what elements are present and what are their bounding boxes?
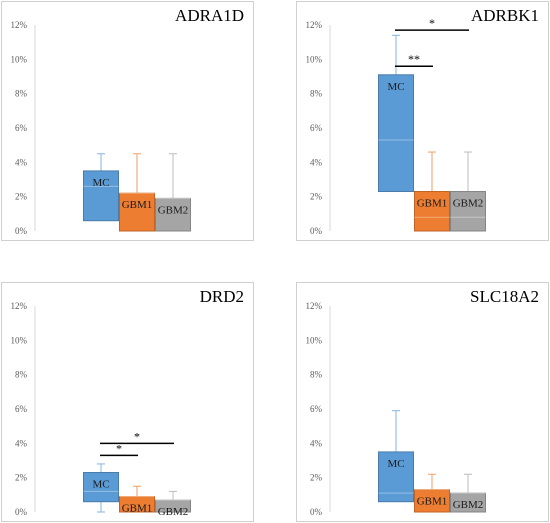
chart-title: ADRBK1 [471, 6, 539, 25]
chart-title: SLC18A2 [470, 287, 539, 306]
y-tick-label: 12% [11, 301, 28, 311]
y-tick-label: 8% [15, 370, 28, 380]
y-tick-label: 10% [306, 54, 323, 64]
box-label: GBM1 [122, 199, 153, 211]
box-label: GBM1 [122, 503, 153, 515]
box-gbm1 [414, 191, 450, 232]
y-tick-label: 6% [310, 404, 323, 414]
y-tick-label: 10% [306, 335, 323, 345]
y-tick-label: 6% [15, 404, 28, 414]
y-tick-label: 2% [15, 192, 28, 202]
box-gbm2 [450, 191, 486, 232]
box-mc [83, 170, 119, 222]
y-tick-label: 10% [11, 54, 28, 64]
box-label: MC [387, 81, 404, 93]
y-tick-label: 2% [310, 192, 323, 202]
y-tick-label: 4% [310, 438, 323, 448]
y-tick-label: 6% [310, 123, 323, 133]
y-tick-label: 8% [310, 370, 323, 380]
y-tick-label: 4% [15, 157, 28, 167]
y-tick-label: 2% [15, 473, 28, 483]
box-label: GBM2 [158, 204, 189, 216]
box-label: GBM1 [417, 198, 448, 210]
y-tick-label: 6% [15, 123, 28, 133]
box-label: GBM2 [453, 198, 484, 210]
box-mc [83, 472, 119, 503]
box-label: MC [92, 479, 109, 491]
box-label: GBM2 [158, 506, 189, 518]
y-tick-label: 12% [306, 20, 323, 30]
y-tick-label: 12% [306, 301, 323, 311]
y-tick-label: 0% [310, 226, 323, 236]
chart-panel-drd2: 0% 2% 4% 6% 8% 10% 12% DRD2 MC GBM1 GBM2 * * [1, 282, 254, 522]
y-tick-label: 0% [310, 507, 323, 517]
box-label: MC [92, 177, 109, 189]
y-tick-label: 4% [310, 157, 323, 167]
box-label: GBM2 [453, 499, 484, 511]
box-label: GBM1 [417, 496, 448, 508]
y-tick-label: 4% [15, 438, 28, 448]
chart-panel-adra1d: 0% 2% 4% 6% 8% 10% 12% ADRA1D MC GBM1 GBM2 [1, 1, 254, 241]
chart-title: ADRA1D [175, 6, 244, 25]
y-tick-label: 8% [15, 89, 28, 99]
box-plot-svg: 0% 2% 4% 6% 8% 10% 12% ADRA1D MC GBM1 GBM2 [11, 6, 245, 236]
box-plot-svg: 0% 2% 4% 6% 8% 10% 12% SLC18A2 MC GBM1 GBM2 [306, 287, 540, 517]
y-tick-label: 12% [11, 20, 28, 30]
box-mc [378, 74, 414, 193]
y-tick-label: 8% [310, 89, 323, 99]
significance-label: ** [408, 52, 420, 66]
significance-label: * [134, 429, 140, 443]
y-tick-label: 0% [15, 226, 28, 236]
y-tick-label: 2% [310, 473, 323, 483]
chart-title: DRD2 [200, 287, 244, 306]
significance-label: * [116, 441, 122, 455]
box-gbm1 [119, 192, 155, 232]
box-plot-svg: 0% 2% 4% 6% 8% 10% 12% DRD2 MC GBM1 GBM2 * * [11, 287, 245, 518]
box-label: MC [387, 458, 404, 470]
y-tick-label: 10% [11, 335, 28, 345]
chart-panel-adrbk1: 0% 2% 4% 6% 8% 10% 12% ADRBK1 MC GBM1 GBM2 * ** [296, 1, 549, 241]
significance-label: * [429, 16, 435, 30]
y-tick-label: 0% [15, 507, 28, 517]
chart-panel-slc18a2: 0% 2% 4% 6% 8% 10% 12% SLC18A2 MC GBM1 GBM2 [296, 282, 549, 522]
